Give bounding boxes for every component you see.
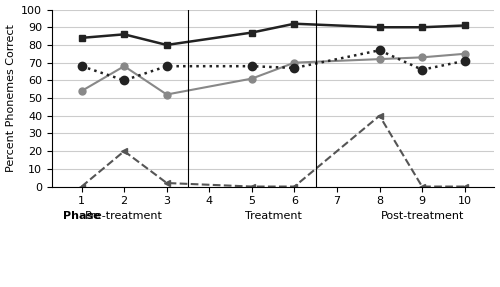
Text: Pre-treatment: Pre-treatment <box>85 211 163 221</box>
Text: Phase: Phase <box>63 211 100 221</box>
Text: Post-treatment: Post-treatment <box>380 211 464 221</box>
Text: Treatment: Treatment <box>244 211 302 221</box>
Y-axis label: Percent Phonemes Correct: Percent Phonemes Correct <box>6 24 16 172</box>
